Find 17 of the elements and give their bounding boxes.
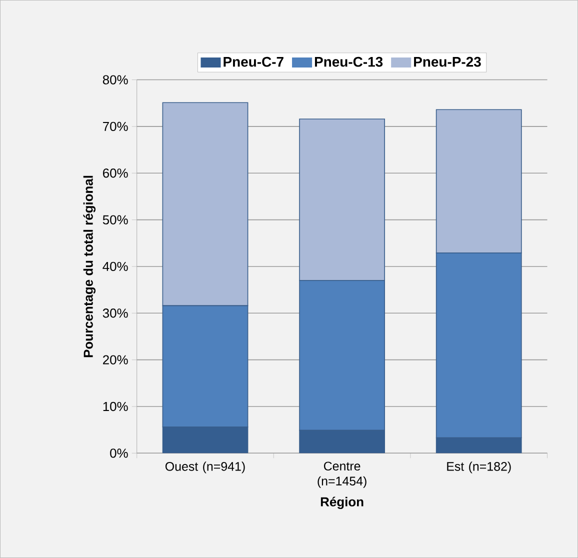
y-tick-label: 80% [102, 75, 128, 84]
y-tick-label: 20% [103, 355, 128, 364]
y-tick-label: 50% [102, 215, 128, 224]
legend-label: Pneu-C-7 [224, 56, 284, 67]
legend-label: Pneu-C-13 [314, 56, 383, 67]
x-tick-label: Est (n=182) [447, 462, 511, 474]
x-tick-label: Centre (n=1454) [318, 462, 366, 488]
x-tick-label: Ouest (n=941) [165, 462, 245, 474]
y-tick-label: 60% [103, 168, 128, 178]
y-tick-label: 10% [103, 402, 128, 412]
y-tick-label: 40% [102, 262, 128, 272]
y-tick-label: 0% [110, 448, 128, 458]
legend-label: Pneu-P-23 [414, 56, 481, 67]
y-tick-label: 30% [102, 308, 128, 318]
y-axis-title: Pourcentage du total régional [83, 176, 96, 358]
y-tick-label: 70% [103, 122, 128, 132]
x-axis-title: Région [320, 496, 364, 510]
